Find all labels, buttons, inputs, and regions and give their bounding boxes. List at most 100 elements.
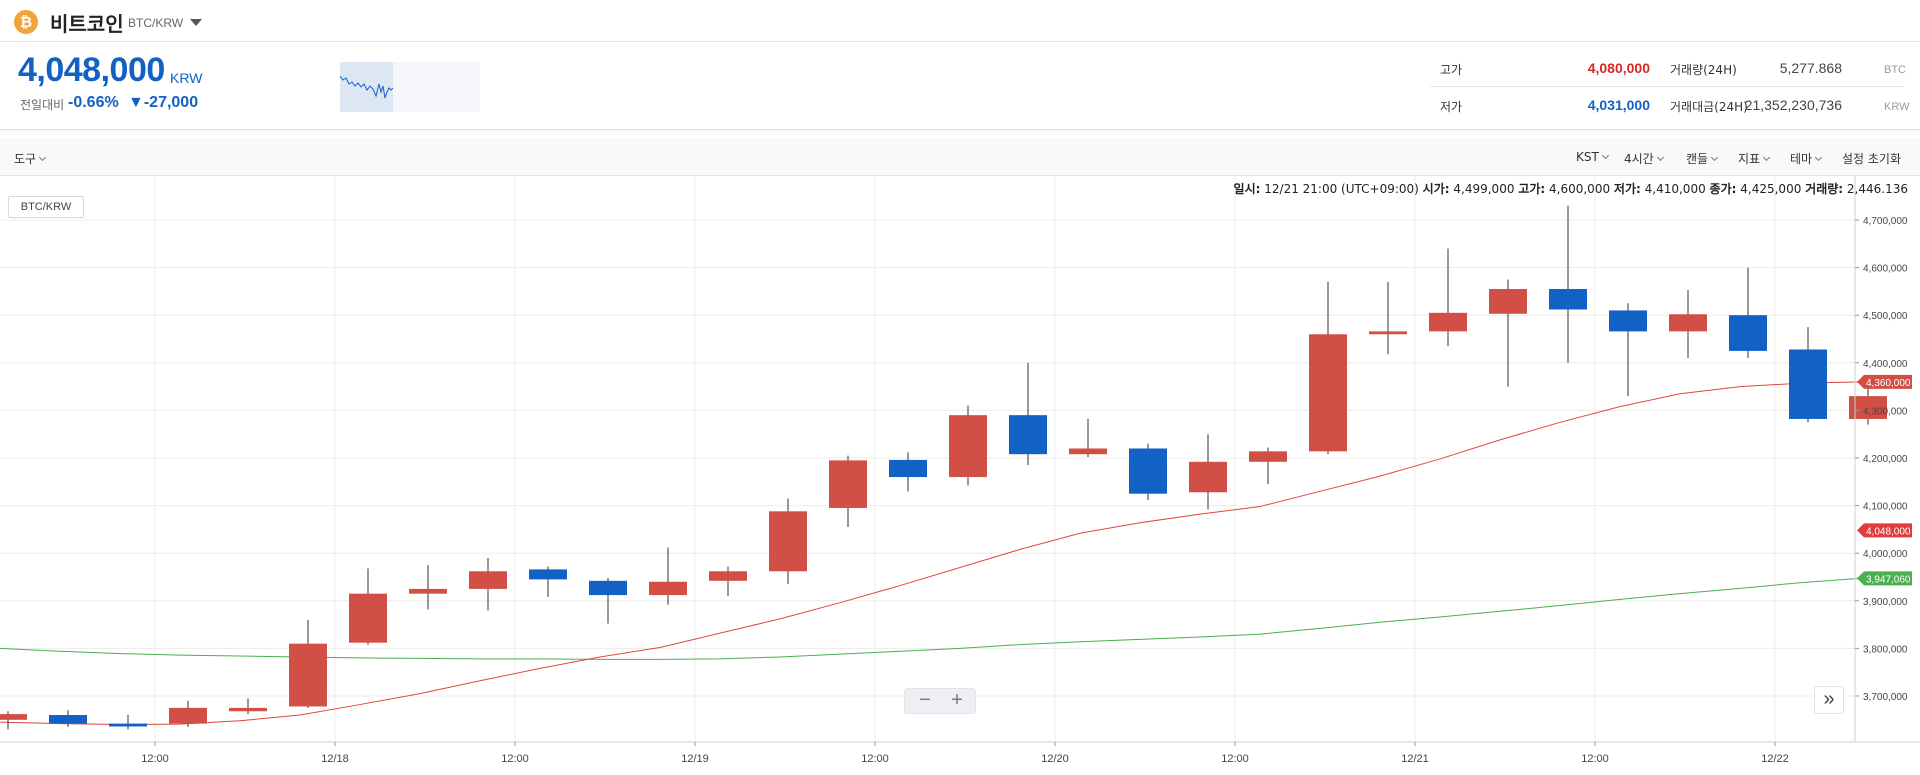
price-tag-label: 4,048,000 <box>1866 526 1911 537</box>
x-tick-label: 12:00 <box>1581 753 1609 765</box>
chart-pair-tag[interactable]: BTC/KRW <box>8 196 84 218</box>
zoom-control: − + <box>904 688 976 714</box>
chevron-down-icon <box>1815 153 1823 162</box>
x-tick-label: 12/21 <box>1401 753 1429 765</box>
y-tick-label: 4,600,000 <box>1863 264 1908 275</box>
change-percent: -0.66% <box>68 94 119 111</box>
y-tick-label: 3,700,000 <box>1863 692 1908 703</box>
high-label: 고가 <box>1440 63 1463 77</box>
interval-menu[interactable]: 4시간 <box>1624 150 1664 167</box>
candle-body <box>49 715 87 724</box>
y-tick-label: 4,300,000 <box>1863 406 1908 417</box>
high-value: 4,080,000 <box>1587 60 1650 76</box>
coin-pair[interactable]: BTC/KRW <box>128 16 184 30</box>
change-label: 전일대비 <box>20 98 65 112</box>
y-tick-label: 3,800,000 <box>1863 644 1908 655</box>
candle-body <box>589 580 627 596</box>
candle-body <box>169 707 207 724</box>
x-tick-label: 12:00 <box>861 753 889 765</box>
candle-body <box>1489 289 1527 314</box>
x-tick-label: 12/20 <box>1041 753 1069 765</box>
candle-body <box>1309 334 1347 452</box>
timezone-label: KST <box>1576 150 1599 164</box>
change-amount: ▼-27,000 <box>128 94 199 111</box>
candle-body <box>229 707 267 712</box>
candle-body <box>349 593 387 643</box>
interval-label: 4시간 <box>1624 152 1654 166</box>
theme-label: 테마 <box>1790 152 1813 166</box>
price-summary: 4,048,000 KRW 전일대비 -0.66% ▼-27,000 고가 4,… <box>0 42 1920 130</box>
info-volume-value: 2,446.136 <box>1846 182 1908 196</box>
caret-down-icon[interactable] <box>190 19 202 26</box>
info-low-label: 저가: <box>1613 182 1641 196</box>
y-tick-label: 4,500,000 <box>1863 311 1908 322</box>
price-tag-label: 3,947,060 <box>1866 574 1911 585</box>
candle-body <box>1429 312 1467 332</box>
candle-body <box>1669 314 1707 332</box>
candle-body <box>769 511 807 572</box>
current-price: 4,048,000 <box>18 51 165 89</box>
x-tick-label: 12/19 <box>681 753 709 765</box>
ma-short-line <box>0 381 1861 726</box>
info-close-label: 종가: <box>1709 182 1737 196</box>
info-low-value: 4,410,000 <box>1644 182 1706 196</box>
candle-body <box>1369 331 1407 335</box>
candle-body <box>109 723 147 727</box>
y-tick-label: 4,100,000 <box>1863 502 1908 513</box>
y-tick-label: 4,400,000 <box>1863 359 1908 370</box>
candle-body <box>1069 448 1107 455</box>
y-tick-label: 4,700,000 <box>1863 216 1908 227</box>
info-close-value: 4,425,000 <box>1740 182 1802 196</box>
amount-value: 21,352,230,736 <box>1744 97 1842 113</box>
zoom-in-button[interactable]: + <box>951 689 963 711</box>
candle-body <box>409 588 447 594</box>
candle-body <box>0 714 27 720</box>
low-value: 4,031,000 <box>1587 97 1650 113</box>
mini-chart-line <box>340 75 394 99</box>
candle-body <box>889 459 927 478</box>
ohlc-info-line: 일시: 12/21 21:00 (UTC+09:00) 시가: 4,499,00… <box>0 180 1908 197</box>
candle-body <box>1729 315 1767 351</box>
chart-area[interactable]: 3,700,000 3,800,000 3,900,000 4,000,000 4,10… <box>0 176 1920 770</box>
chevron-down-icon <box>39 153 47 162</box>
info-open-value: 4,499,000 <box>1453 182 1515 196</box>
candle-body <box>1189 461 1227 493</box>
amount-unit: KRW <box>1884 101 1910 113</box>
candle-label: 캔들 <box>1686 152 1709 166</box>
info-volume-label: 거래량: <box>1805 182 1844 196</box>
info-high-value: 4,600,000 <box>1549 182 1611 196</box>
indicator-label: 지표 <box>1738 152 1761 166</box>
candle-menu[interactable]: 캔들 <box>1686 150 1719 167</box>
candle-body <box>1849 396 1887 419</box>
candle-body <box>1249 451 1287 462</box>
coin-name[interactable]: 비트코인 <box>50 12 124 36</box>
info-high-label: 고가: <box>1518 182 1546 196</box>
chart-toolbar: 도구 KST 4시간 캔들 지표 테마 설정 초기화 <box>0 138 1920 176</box>
timezone-menu[interactable]: KST <box>1576 150 1609 164</box>
candlestick-chart[interactable]: 3,700,000 3,800,000 3,900,000 4,000,000 4,10… <box>0 176 1920 770</box>
reset-settings-button[interactable]: 설정 초기화 <box>1842 152 1902 166</box>
volume-unit: BTC <box>1884 64 1906 76</box>
x-tick-label: 12:00 <box>141 753 169 765</box>
volume-value: 5,277.868 <box>1779 60 1842 76</box>
theme-menu[interactable]: 테마 <box>1790 150 1823 167</box>
chevron-down-icon <box>1601 151 1609 160</box>
low-label: 저가 <box>1440 100 1463 114</box>
zoom-out-button[interactable]: − <box>919 689 931 711</box>
candle-body <box>469 571 507 589</box>
x-tick-label: 12:00 <box>1221 753 1249 765</box>
x-tick-label: 12/22 <box>1761 753 1789 765</box>
expand-panel-button[interactable]: » <box>1814 686 1844 714</box>
amount-label: 거래대금(24H) <box>1670 100 1748 114</box>
candle-body <box>1129 448 1167 494</box>
header-bar: ₿ 비트코인 BTC/KRW <box>0 0 1920 42</box>
y-tick-label: 3,900,000 <box>1863 597 1908 608</box>
info-date-value: 12/21 21:00 (UTC+09:00) <box>1264 182 1419 196</box>
volume-label: 거래량(24H) <box>1670 63 1737 77</box>
y-tick-label: 4,000,000 <box>1863 549 1908 560</box>
candle-body <box>1609 310 1647 332</box>
bitcoin-icon: ₿ <box>14 10 38 34</box>
indicator-menu[interactable]: 지표 <box>1738 150 1771 167</box>
tools-menu[interactable]: 도구 <box>14 150 47 167</box>
info-date-label: 일시: <box>1233 182 1261 196</box>
